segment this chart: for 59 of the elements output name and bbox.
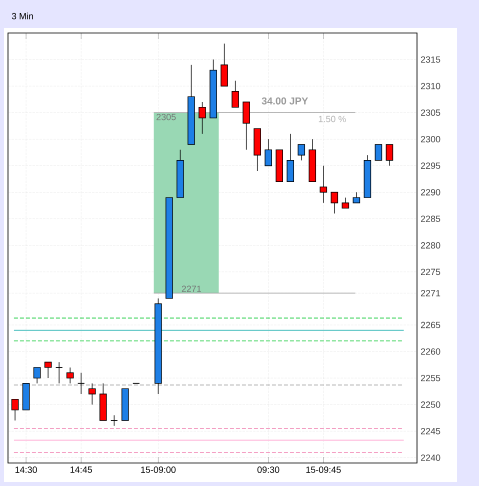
y-tick-label: 2260: [420, 348, 440, 355]
y-tick-label: 2285: [420, 216, 440, 222]
candlestick: [386, 144, 394, 166]
y-tick-label: 2295: [420, 162, 440, 169]
x-tick-label: 14:45: [70, 466, 92, 473]
ref-line-label: 2271: [182, 286, 202, 292]
y-tick-label: 2305: [420, 109, 440, 116]
candlestick: [166, 197, 173, 299]
candlestick: [122, 388, 129, 421]
candlestick: [77, 372, 85, 394]
y-tick-label: 2240: [420, 454, 440, 461]
candlestick: [44, 362, 52, 378]
candlestick: [210, 59, 217, 118]
x-tick-label: 14:30: [15, 466, 37, 473]
candlestick: [352, 192, 360, 204]
y-tick-label: 2310: [420, 82, 440, 90]
candlestick: [99, 383, 107, 421]
candlestick: [374, 144, 382, 161]
y-tick-label: 2315: [420, 56, 440, 63]
candlestick: [55, 362, 63, 384]
candlestick: [242, 102, 250, 150]
candlestick: [286, 134, 294, 182]
annotation: 1.50 %: [318, 116, 346, 122]
ref-line-label: 2305: [156, 114, 176, 120]
candlestick: [320, 165, 328, 204]
candlestick: [33, 367, 41, 384]
y-tick-label: 2265: [420, 322, 440, 328]
candlestick: [66, 367, 74, 384]
candlestick: [276, 149, 284, 182]
y-tick-label: 2250: [420, 401, 440, 408]
x-tick-label: 09:30: [257, 466, 280, 473]
candlestick: [198, 102, 206, 134]
candlestick: [264, 138, 272, 166]
candlestick: [342, 197, 350, 209]
candlestick: [110, 414, 118, 426]
candlestick: [220, 43, 228, 86]
candlestick: [232, 80, 239, 108]
candlestick: [176, 149, 184, 198]
candlestick: [364, 154, 372, 198]
candlestick: [254, 128, 261, 172]
y-tick-label: 2275: [420, 268, 440, 276]
candlestick: [308, 138, 316, 182]
candlestick: [22, 383, 30, 410]
y-tick-label: 2300: [420, 136, 440, 142]
y-tick-label: 2271: [420, 290, 440, 296]
y-tick-label: 2290: [420, 189, 440, 196]
candlestick: [11, 398, 19, 421]
annotation: 34.00 JPY: [262, 97, 308, 104]
candlestick: [88, 383, 96, 405]
y-tick-label: 2280: [420, 242, 440, 249]
candlestick: [188, 64, 195, 145]
chart-title: 3 Min: [12, 12, 33, 20]
candlestick: [330, 192, 338, 214]
y-tick-label: 2245: [420, 428, 440, 434]
x-tick-label: 15-09:00: [141, 466, 176, 473]
candlestick: [298, 144, 306, 161]
x-tick-label: 15-09:45: [306, 466, 341, 473]
y-tick-label: 2255: [420, 374, 440, 382]
candlestick: [154, 298, 162, 394]
